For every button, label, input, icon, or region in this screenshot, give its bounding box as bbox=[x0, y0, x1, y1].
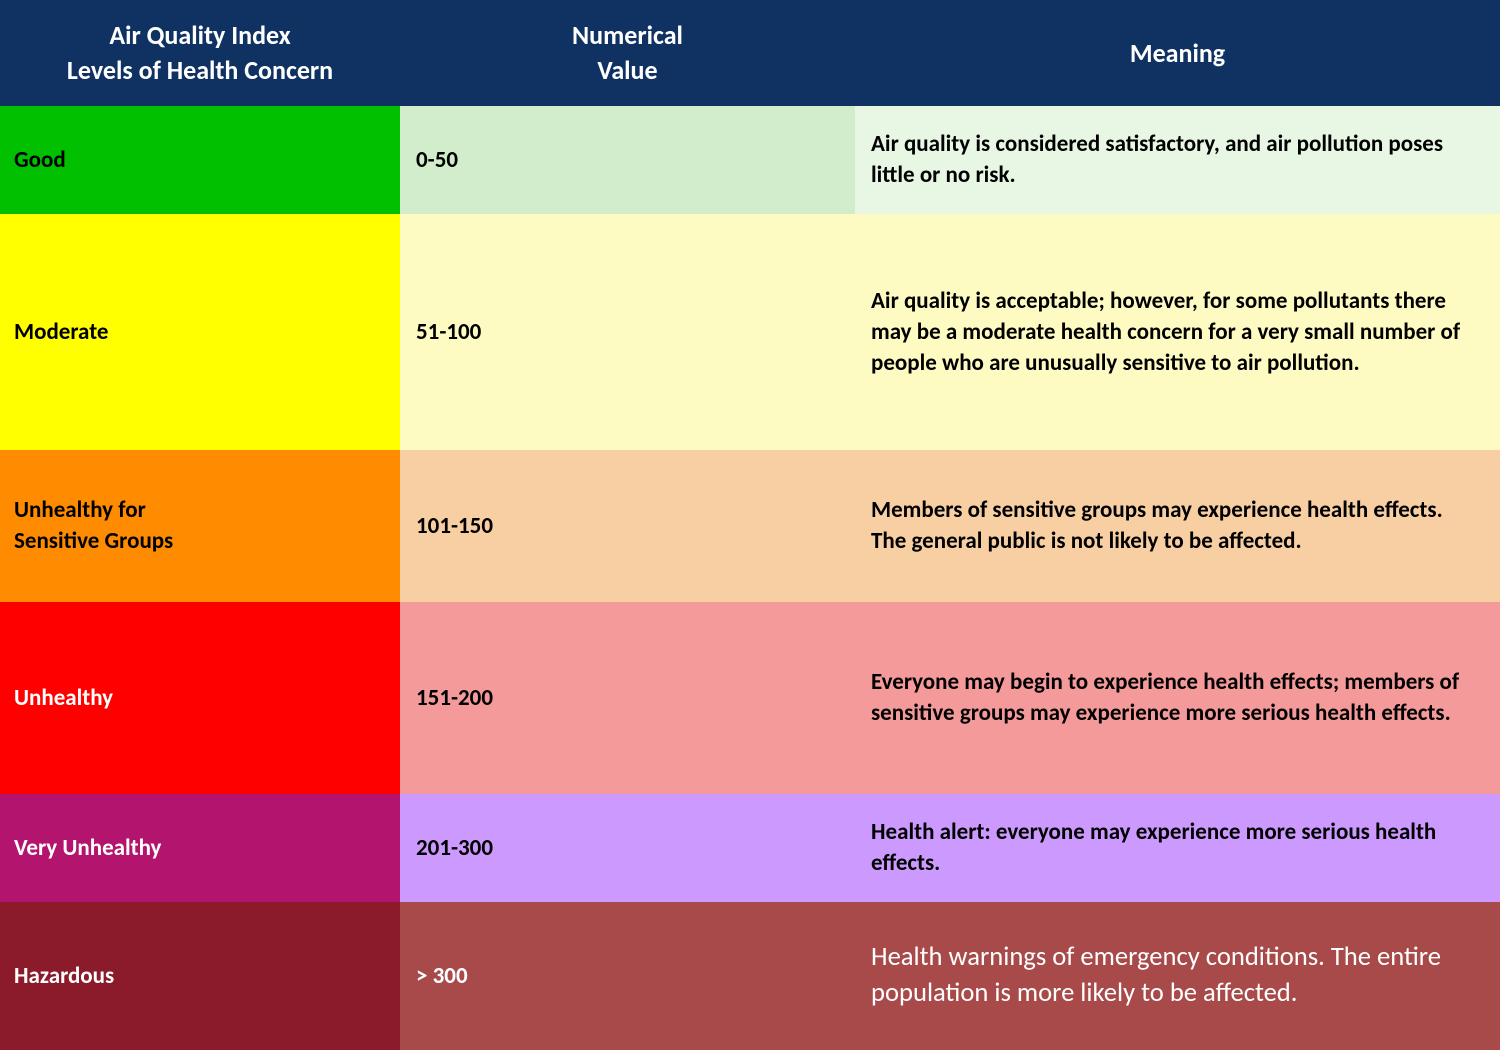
value-cell: 101-150 bbox=[400, 450, 855, 602]
level-cell: Very Unhealthy bbox=[0, 794, 400, 902]
table-row: Hazardous> 300Health warnings of emergen… bbox=[0, 902, 1500, 1050]
level-cell: Unhealthy forSensitive Groups bbox=[0, 450, 400, 602]
meaning-cell: Air quality is considered satisfactory, … bbox=[855, 106, 1500, 214]
table-header: Air Quality IndexLevels of Health Concer… bbox=[0, 0, 1500, 106]
value-cell: 51-100 bbox=[400, 214, 855, 450]
meaning-cell: Health warnings of emergency conditions.… bbox=[855, 902, 1500, 1050]
meaning-cell: Health alert: everyone may experience mo… bbox=[855, 794, 1500, 902]
level-cell: Hazardous bbox=[0, 902, 400, 1050]
table-row: Very Unhealthy201-300Health alert: every… bbox=[0, 794, 1500, 902]
table-row: Good0-50Air quality is considered satisf… bbox=[0, 106, 1500, 214]
meaning-cell: Air quality is acceptable; however, for … bbox=[855, 214, 1500, 450]
level-cell: Good bbox=[0, 106, 400, 214]
value-cell: 0-50 bbox=[400, 106, 855, 214]
meaning-cell: Members of sensitive groups may experien… bbox=[855, 450, 1500, 602]
header-level: Air Quality IndexLevels of Health Concer… bbox=[0, 0, 400, 106]
table-row: Moderate51-100Air quality is acceptable;… bbox=[0, 214, 1500, 450]
level-cell: Moderate bbox=[0, 214, 400, 450]
header-value: NumericalValue bbox=[400, 0, 855, 106]
value-cell: 151-200 bbox=[400, 602, 855, 794]
level-cell: Unhealthy bbox=[0, 602, 400, 794]
value-cell: 201-300 bbox=[400, 794, 855, 902]
table-body: Good0-50Air quality is considered satisf… bbox=[0, 106, 1500, 1050]
header-meaning: Meaning bbox=[855, 0, 1500, 106]
aqi-table: Air Quality IndexLevels of Health Concer… bbox=[0, 0, 1500, 1050]
value-cell: > 300 bbox=[400, 902, 855, 1050]
header-row: Air Quality IndexLevels of Health Concer… bbox=[0, 0, 1500, 106]
meaning-cell: Everyone may begin to experience health … bbox=[855, 602, 1500, 794]
table-row: Unhealthy151-200Everyone may begin to ex… bbox=[0, 602, 1500, 794]
table-row: Unhealthy forSensitive Groups101-150Memb… bbox=[0, 450, 1500, 602]
